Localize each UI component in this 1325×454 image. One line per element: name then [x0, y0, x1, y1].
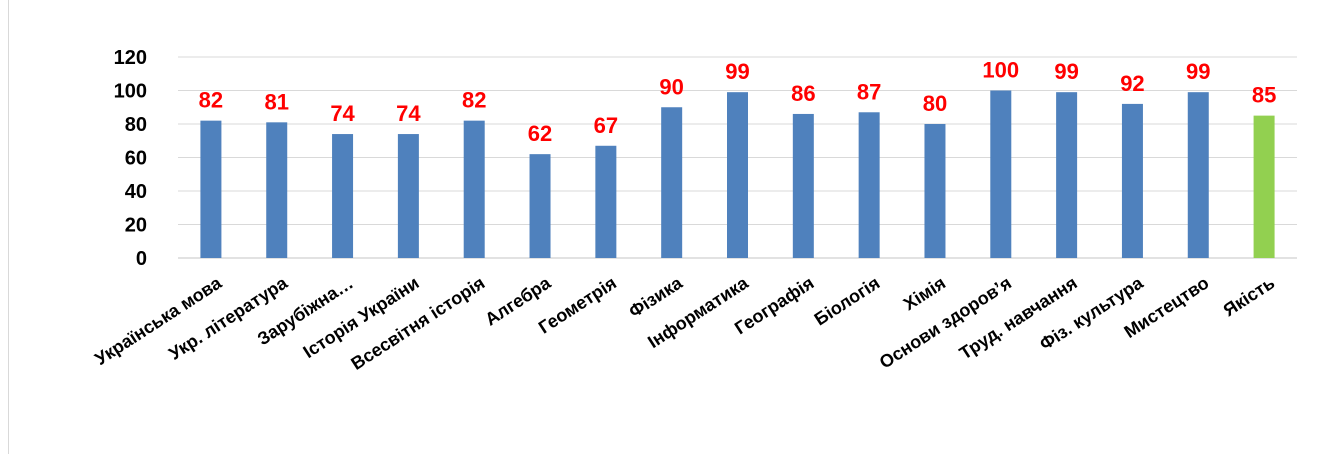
data-label: 62	[528, 121, 552, 146]
y-tick-label: 60	[125, 148, 147, 170]
bar	[266, 122, 288, 258]
data-label: 82	[199, 88, 223, 113]
data-label: 100	[982, 58, 1019, 83]
bar	[661, 107, 683, 258]
bar	[858, 112, 880, 259]
category-label: Укр. література	[165, 272, 291, 364]
y-tick-label: 80	[125, 114, 147, 136]
y-tick-label: 40	[125, 181, 147, 203]
bar	[200, 120, 222, 259]
data-label: 99	[1186, 59, 1210, 84]
data-label: 74	[396, 101, 421, 126]
data-label: 92	[1120, 71, 1144, 96]
bar	[924, 124, 946, 258]
bar	[529, 154, 551, 258]
bar	[990, 90, 1012, 258]
bar	[1121, 103, 1143, 259]
data-label: 80	[923, 91, 947, 116]
bar	[1056, 92, 1078, 258]
bars	[200, 90, 1275, 259]
bar	[1253, 115, 1275, 258]
data-label: 99	[725, 59, 749, 84]
bar	[1187, 92, 1209, 258]
data-label: 86	[791, 81, 815, 106]
chart-border-line	[8, 0, 9, 454]
data-label: 67	[594, 113, 618, 138]
data-label: 90	[659, 74, 683, 99]
bar	[463, 120, 485, 259]
y-axis-ticks: 0 20 40 60 80 100 120	[114, 47, 147, 270]
bar	[727, 92, 748, 258]
category-label: Якість	[1220, 273, 1279, 321]
data-labels: 82 81 74 74 82 62 67 90 99 86 87 80 100 99 92 99 85	[199, 58, 1277, 147]
y-tick-label: 20	[125, 215, 147, 237]
bar	[332, 134, 354, 258]
category-label: Труд. навчання	[956, 273, 1081, 364]
y-tick-label: 100	[114, 81, 147, 103]
data-label: 81	[264, 89, 288, 114]
bar	[595, 145, 617, 258]
bar	[792, 113, 814, 258]
category-label: Біологія	[811, 273, 884, 330]
data-label: 85	[1252, 83, 1276, 108]
data-label: 99	[1054, 59, 1078, 84]
data-label: 82	[462, 88, 486, 113]
bar	[397, 134, 419, 258]
y-tick-label: 0	[136, 248, 147, 270]
data-label: 87	[857, 79, 881, 104]
category-label: Хімія	[900, 273, 949, 315]
data-label: 74	[330, 101, 355, 126]
y-tick-label: 120	[114, 47, 147, 69]
